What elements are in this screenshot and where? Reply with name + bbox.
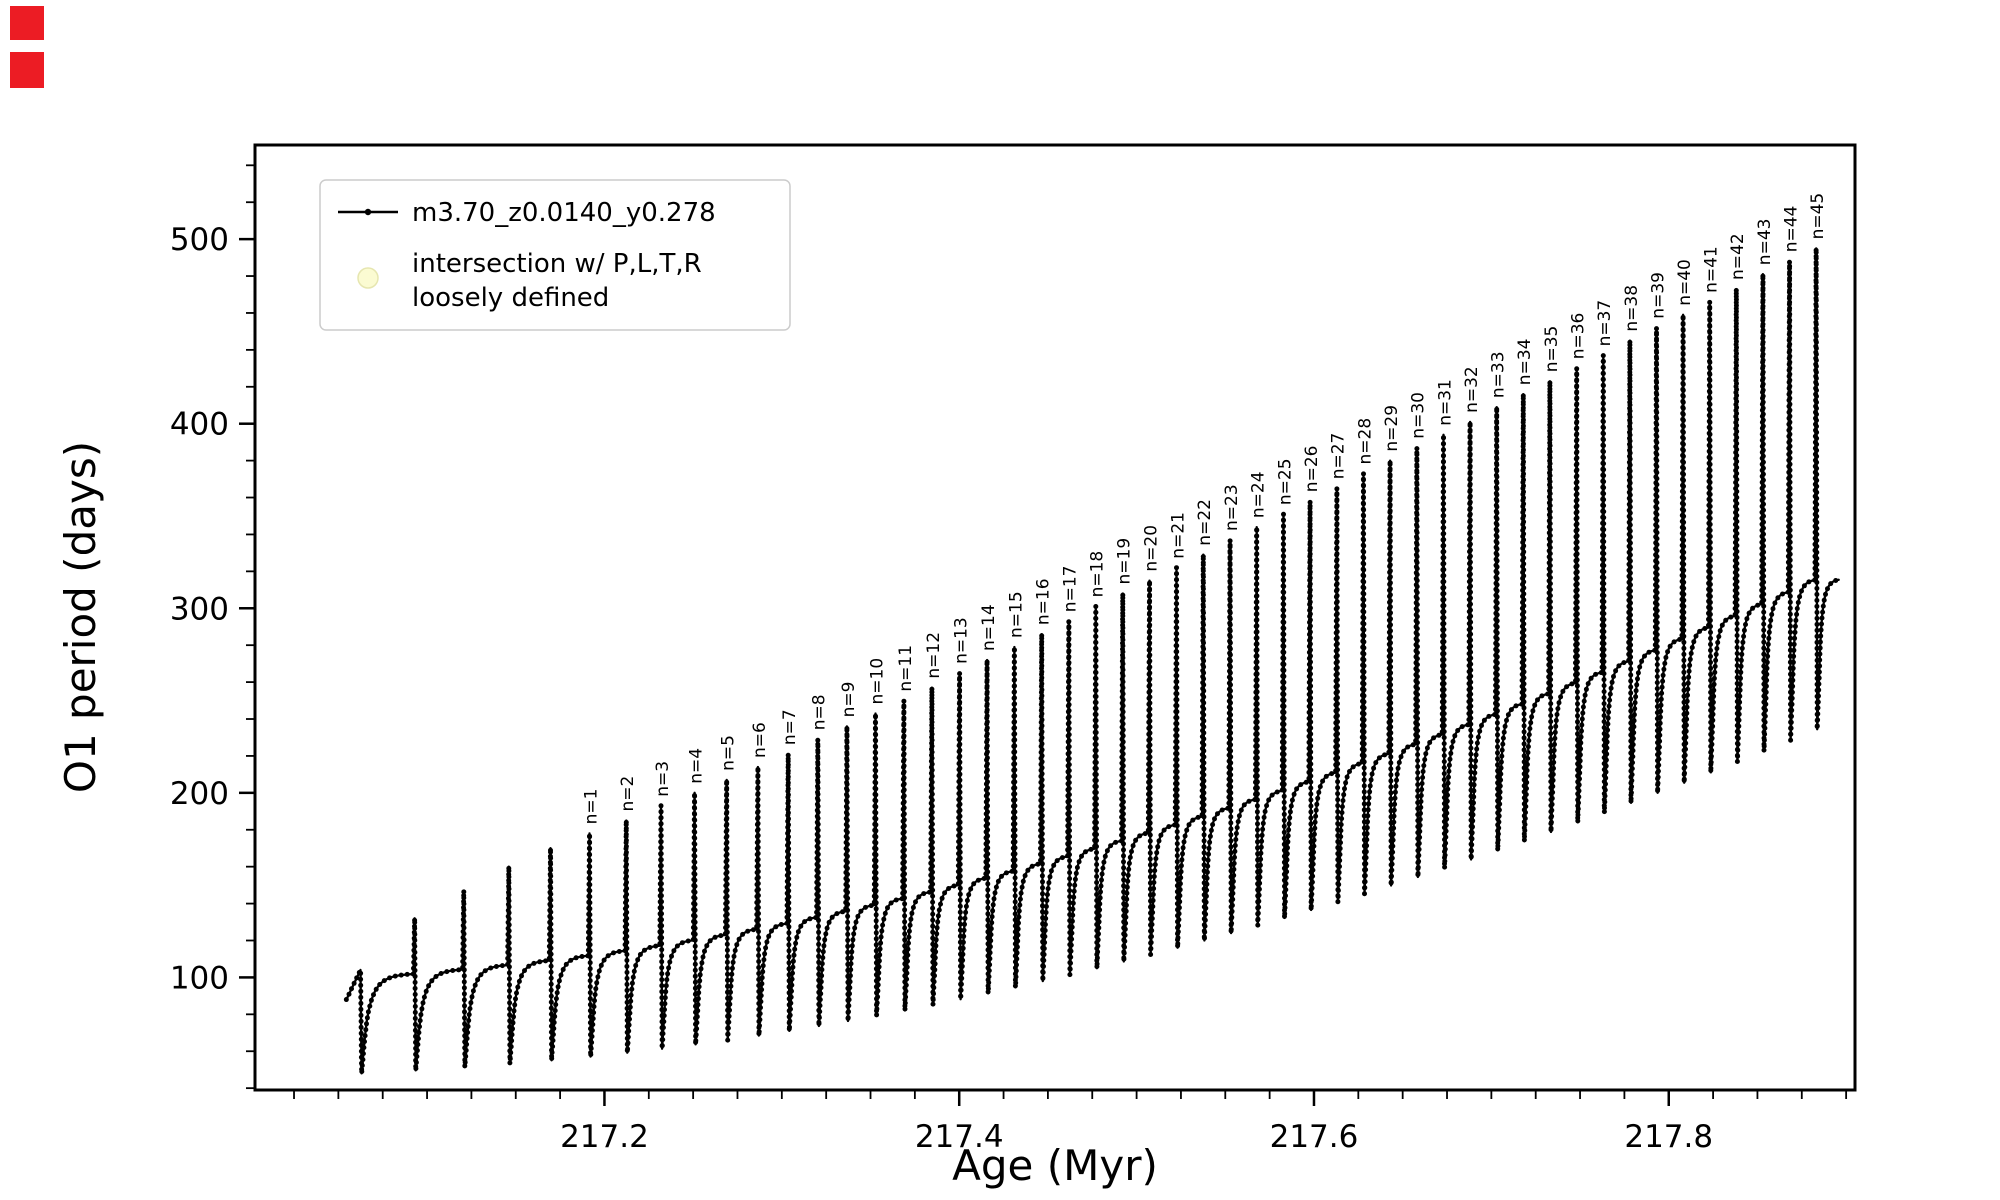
spike-label: n=25: [1275, 458, 1295, 505]
legend: m3.70_z0.0140_y0.278 intersection w/ P,L…: [319, 179, 791, 331]
spike-label: n=34: [1515, 339, 1535, 386]
spike-label: n=10: [867, 658, 887, 705]
spike-label: n=12: [924, 632, 944, 679]
spike-label: n=7: [780, 709, 800, 745]
spike-label: n=5: [719, 735, 739, 771]
y-tick-label: 300: [170, 591, 229, 627]
legend-intersection-marker-icon: [357, 267, 379, 289]
spike-label: n=30: [1409, 392, 1429, 439]
axis-ticks: 217.2 217.4 217.6 217.8 100 200 300 400 500: [170, 164, 1848, 1155]
spike-label: n=4: [686, 748, 706, 784]
spike-label: n=35: [1542, 326, 1562, 373]
spike-label: n=13: [952, 617, 972, 664]
spike-label: n=1: [581, 789, 601, 825]
spike-label: n=19: [1115, 538, 1135, 585]
spike-label: n=45: [1808, 193, 1828, 240]
legend-dot-marker-icon: [364, 208, 372, 216]
spike-label: n=23: [1222, 484, 1242, 531]
spike-label: n=21: [1168, 512, 1188, 559]
spike-label: n=33: [1489, 351, 1509, 398]
red-indicator-square-1: [10, 6, 44, 40]
spike-label: n=17: [1061, 566, 1081, 613]
spike-label: n=36: [1569, 313, 1589, 360]
spike-label: n=18: [1088, 551, 1108, 598]
x-tick-label: 217.8: [1624, 1119, 1713, 1155]
y-tick-label: 100: [170, 960, 229, 996]
spike-label: n=26: [1302, 446, 1322, 493]
spike-label: n=28: [1355, 418, 1375, 465]
spike-label: n=39: [1648, 272, 1668, 319]
spike-label: n=24: [1249, 471, 1269, 518]
spike-label: n=27: [1329, 433, 1349, 480]
legend-box: [319, 179, 791, 331]
y-axis-label: O1 period (days): [56, 441, 105, 793]
spike-label: n=9: [839, 682, 859, 718]
legend-series-label: m3.70_z0.0140_y0.278: [412, 198, 716, 228]
legend-intersection-label-line2: loosely defined: [412, 283, 609, 313]
spike-label: n=16: [1034, 578, 1054, 625]
period-evolution-series: [343, 247, 1840, 1075]
spike-label: n=43: [1755, 219, 1775, 266]
spike-label: n=40: [1675, 259, 1695, 306]
spike-label: n=38: [1622, 285, 1642, 332]
x-tick-label: 217.4: [915, 1119, 1004, 1155]
legend-intersection-label-line1: intersection w/ P,L,T,R: [412, 249, 702, 279]
spike-label: n=3: [653, 761, 673, 797]
spike-label: n=11: [896, 645, 916, 692]
spike-label: n=41: [1702, 246, 1722, 293]
y-tick-label: 200: [170, 776, 229, 812]
red-indicator-square-2: [10, 52, 44, 88]
spike-label: n=37: [1595, 300, 1615, 347]
spike-label: n=31: [1435, 379, 1455, 426]
spike-label: n=44: [1781, 206, 1801, 253]
spike-label: n=14: [979, 604, 999, 651]
spike-label: n=22: [1195, 499, 1215, 546]
x-axis-label: Age (Myr): [952, 1141, 1158, 1190]
x-tick-label: 217.2: [560, 1119, 649, 1155]
spike-label: n=8: [810, 694, 830, 730]
spike-label: n=6: [750, 722, 770, 758]
spike-label: n=2: [618, 776, 638, 812]
y-tick-label: 400: [170, 407, 229, 443]
spike-label: n=15: [1006, 591, 1026, 638]
y-tick-label: 500: [170, 222, 229, 258]
spike-label: n=32: [1462, 366, 1482, 413]
axes-frame: [253, 143, 1857, 1092]
mode-order-labels: n=1 n=2 n=3 n=4 n=5 n=6 n=7 n=8 n=9 n=10 n=11 n=12 n…: [581, 193, 1828, 825]
spike-label: n=29: [1382, 405, 1402, 452]
x-tick-label: 217.6: [1270, 1119, 1359, 1155]
series-line: [345, 247, 1840, 1075]
spike-label: n=20: [1141, 525, 1161, 572]
spike-label: n=42: [1728, 233, 1748, 280]
